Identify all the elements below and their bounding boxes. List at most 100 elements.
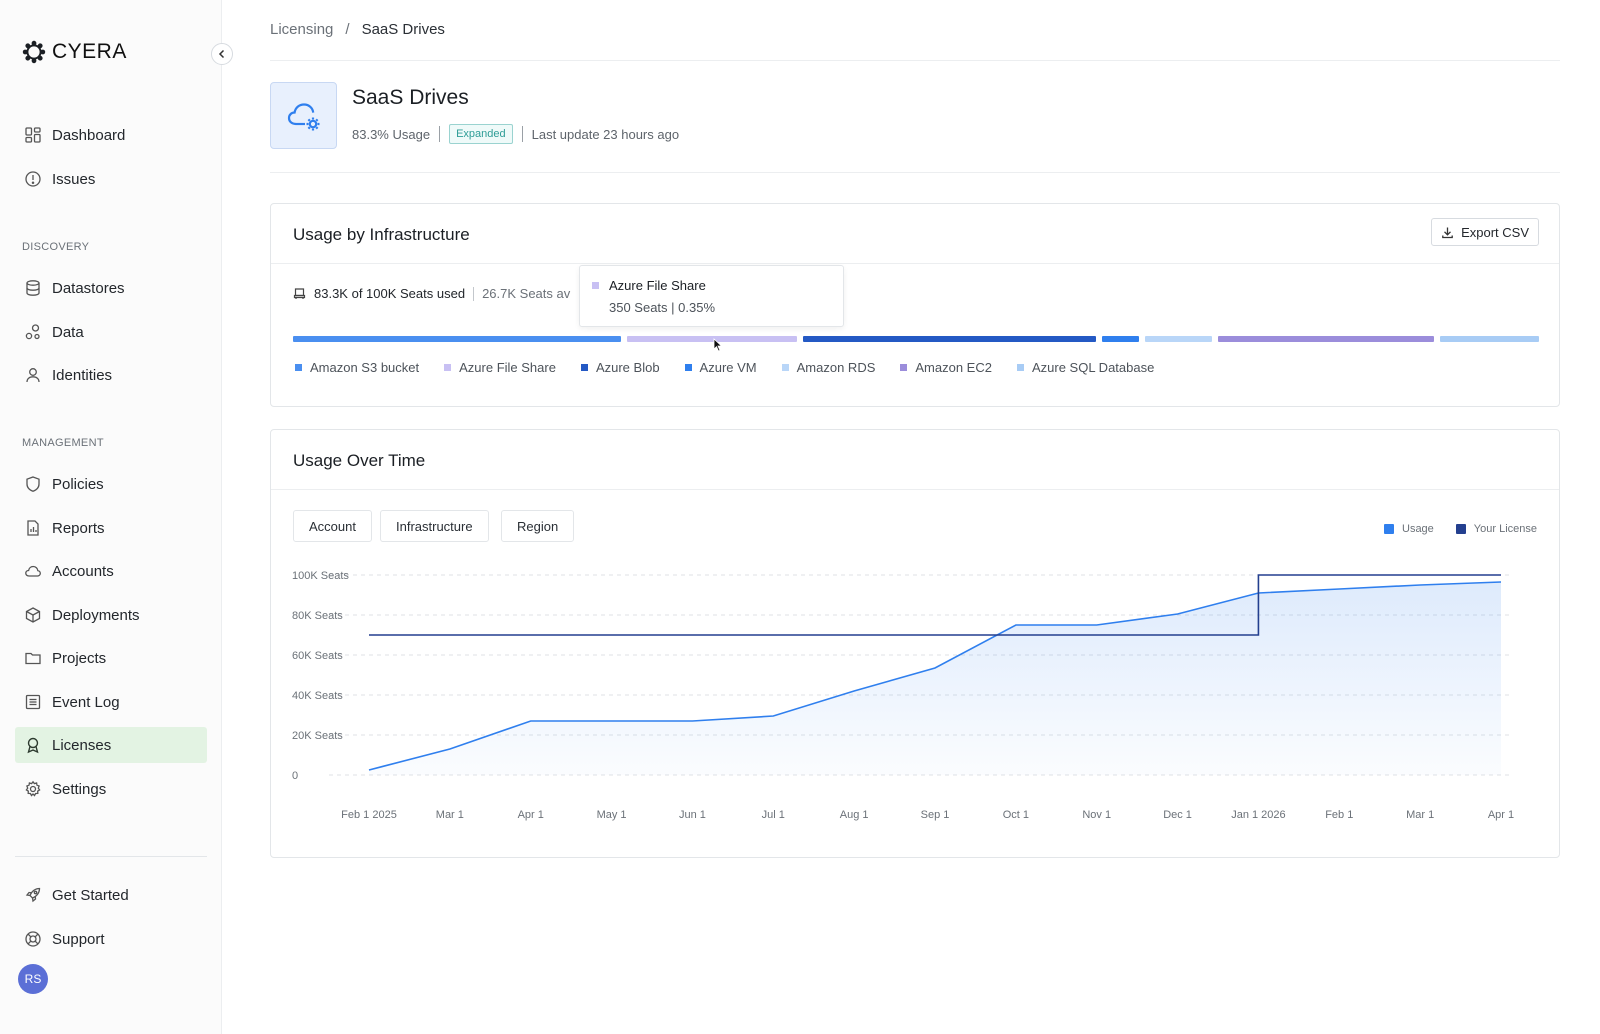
seats-available: 26.7K Seats av [482,286,571,301]
chart-legend: Usage Your License [1384,523,1537,535]
breadcrumb-parent-link[interactable]: Licensing [270,21,334,38]
collapse-sidebar-button[interactable] [211,43,233,65]
legend-item[interactable]: Amazon EC2 [900,360,992,375]
product-icon-tile [270,82,337,149]
award-icon [27,737,39,754]
export-csv-button[interactable]: Export CSV [1431,218,1539,246]
dashboard-icon [25,127,41,143]
legend-swatch [295,364,302,371]
usage-over-time-card: Usage Over Time Account Infrastructure R… [270,429,1560,858]
x-tick-label: Oct 1 [1003,809,1029,821]
legend-label: Amazon RDS [796,360,876,375]
bar-segment-azure-blob[interactable] [803,336,1096,342]
cloud-icon [25,565,41,577]
sidebar-item-settings[interactable]: Settings [15,771,207,807]
product-divider [270,172,1560,173]
cloud-gear-icon [287,102,319,130]
legend-swatch [580,364,588,371]
logo[interactable]: CYERA [22,40,127,64]
tab-account[interactable]: Account [293,510,372,542]
seat-icon [293,288,306,299]
shield-icon [26,476,40,492]
seats-used: 83.3K of 100K Seats used [314,286,466,301]
legend-item[interactable]: Amazon S3 bucket [295,360,419,375]
bar-segment-azure-vm[interactable] [1102,336,1140,342]
legend-item-usage[interactable]: Usage [1384,523,1434,535]
sidebar-item-datastores[interactable]: Datastores [15,270,207,306]
sidebar-item-support[interactable]: Support [15,921,207,957]
sidebar: CYERA Dashboard Issues DISCOVERY Datasto… [0,0,233,1034]
folder-icon [25,652,41,665]
data-icon [25,324,40,340]
last-update: Last update 23 hours ago [531,126,680,142]
tab-infrastructure[interactable]: Infrastructure [380,510,489,542]
export-csv-label: Export CSV [1461,224,1529,240]
sidebar-item-get-started[interactable]: Get Started [15,877,207,913]
cube-icon [25,607,41,623]
tooltip-value: 350 Seats | 0.35% [609,300,716,315]
legend-swatch [444,364,452,371]
legend-label: Azure SQL Database [1031,360,1155,375]
x-tick-label: May 1 [597,809,627,821]
breadcrumb-current: SaaS Drives [361,21,445,38]
sidebar-item-licenses[interactable]: Licenses [15,727,207,763]
sidebar-item-reports[interactable]: Reports [15,510,207,546]
sidebar-item-label: Settings [52,780,107,798]
header-divider [270,60,1560,61]
legend-item[interactable]: Azure Blob [580,360,660,375]
y-tick-label: 100K Seats [292,570,349,582]
bar-segment-amazon-s3-bucket[interactable] [293,336,621,342]
sidebar-item-label: Event Log [52,693,120,711]
meta-separator [521,126,523,142]
bar-segment-azure-sql-database[interactable] [1440,336,1539,342]
legend-item-license[interactable]: Your License [1455,523,1537,535]
chevron-left-icon [218,49,225,59]
tab-region[interactable]: Region [501,510,575,542]
sidebar-item-accounts[interactable]: Accounts [15,553,207,589]
bar-segment-azure-file-share[interactable] [626,336,798,342]
sidebar-item-dashboard[interactable]: Dashboard [15,117,207,153]
download-icon [1442,227,1453,238]
legend-item[interactable]: Azure VM [684,360,757,375]
section-label-management: MANAGEMENT [22,437,104,449]
legend-label: Azure Blob [595,360,660,375]
bar-segment-amazon-rds[interactable] [1145,336,1212,342]
database-icon [26,280,40,296]
legend-label: Usage [1402,523,1434,535]
sidebar-item-label: Reports [52,519,105,537]
sidebar-item-projects[interactable]: Projects [15,640,207,676]
sidebar-item-label: Accounts [52,562,114,580]
sidebar-item-label: Licenses [52,736,112,754]
sidebar-item-policies[interactable]: Policies [15,466,207,502]
x-tick-label: Jul 1 [762,809,785,821]
card-title: Usage by Infrastructure [293,225,470,244]
avatar[interactable]: RS [18,964,48,994]
page-title: SaaS Drives [352,86,469,109]
bar-segment-amazon-ec2[interactable] [1217,336,1435,342]
legend-label: Amazon EC2 [915,360,992,375]
sidebar-item-issues[interactable]: Issues [15,161,207,197]
y-tick-label: 40K Seats [292,690,343,702]
legend-item[interactable]: Amazon RDS [781,360,876,375]
legend-item[interactable]: Azure File Share [444,360,556,375]
legend-label: Azure VM [699,360,757,375]
card-divider [271,263,1559,264]
gear-icon [25,780,41,797]
legend-item[interactable]: Azure SQL Database [1016,360,1155,375]
legend-swatch [684,364,692,371]
sidebar-item-data[interactable]: Data [15,314,207,350]
sidebar-divider [15,856,207,857]
sidebar-item-label: Issues [52,170,96,188]
sidebar-item-deployments[interactable]: Deployments [15,597,207,633]
x-tick-label: Apr 1 [1488,809,1514,821]
sidebar-item-label: Identities [52,366,113,384]
lifebuoy-icon [25,931,41,947]
sidebar-item-event-log[interactable]: Event Log [15,684,207,720]
sidebar-item-identities[interactable]: Identities [15,357,207,393]
y-tick-label: 0 [292,770,298,782]
sidebar-item-label: Deployments [52,606,140,624]
status-badge: Expanded [449,124,513,144]
legend-swatch [1455,524,1466,534]
breadcrumb: Licensing / SaaS Drives [270,21,445,38]
section-label-discovery: DISCOVERY [22,241,90,253]
